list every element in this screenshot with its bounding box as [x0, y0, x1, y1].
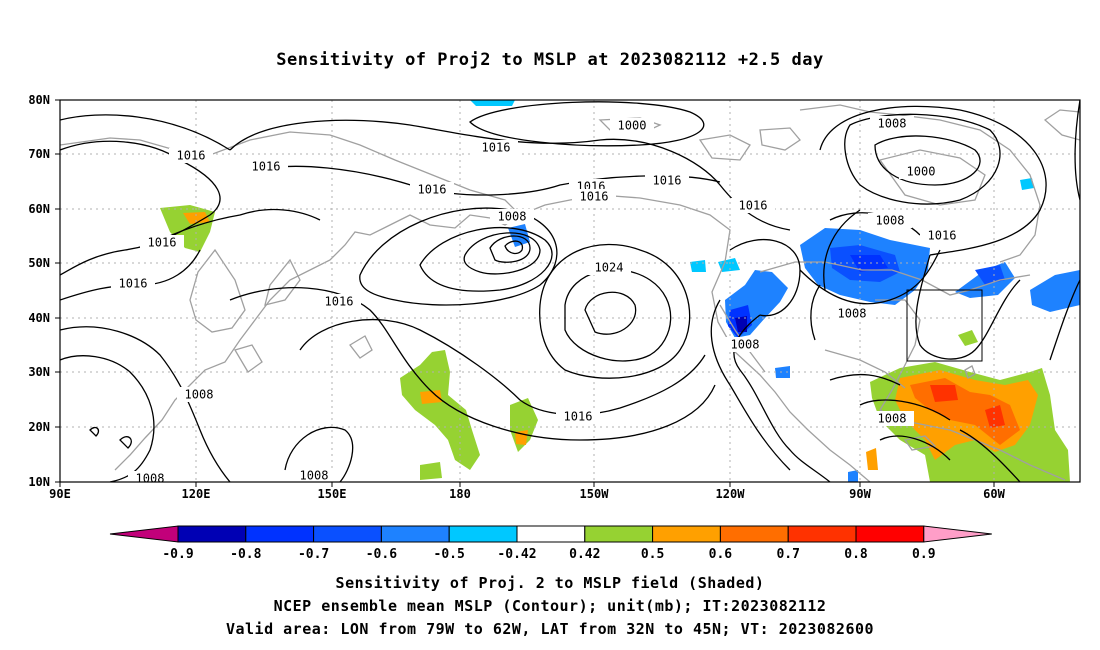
colorbar-box: [448, 525, 518, 543]
map-title: Sensitivity of Proj2 to MSLP at 20230821…: [276, 50, 824, 70]
lon-label: 180: [449, 487, 471, 501]
lat-label: 20N: [28, 420, 50, 434]
contour-label: 1008: [878, 412, 907, 426]
colorbar-max-arrow: [923, 525, 992, 543]
contour-label: 1008: [838, 307, 867, 321]
contour-label: 1016: [928, 229, 957, 243]
tick-marks: [55, 99, 995, 487]
lon-label: 90W: [849, 487, 871, 501]
colorbar-box: [719, 525, 789, 543]
colorbar-label: -0.6: [366, 547, 397, 562]
longitude-labels: 90E 120E 150E 180 150W 120W 90W 60W: [49, 487, 1005, 501]
lat-label: 30N: [28, 365, 50, 379]
colorbar-label: 0.6: [709, 547, 733, 562]
caption-contour: NCEP ensemble mean MSLP (Contour); unit(…: [273, 597, 827, 615]
colorbar-boxes: [109, 525, 992, 543]
lon-label: 60W: [983, 487, 1005, 501]
contour-label: 1016: [580, 190, 609, 204]
lat-label: 50N: [28, 256, 50, 270]
contour-label: 1008: [300, 469, 329, 483]
contour-label: 1008: [498, 210, 527, 224]
colorbar-box: [652, 525, 721, 543]
lon-label: 150W: [580, 487, 610, 501]
contour-label: 1008: [876, 214, 905, 228]
colorbar-label: -0.42: [497, 547, 536, 562]
colorbar-box: [516, 525, 586, 543]
latitude-labels: 80N 70N 60N 50N 40N 30N 20N 10N: [28, 93, 50, 489]
colorbar-label: 0.7: [776, 547, 799, 562]
contour-label: 1008: [878, 117, 907, 131]
colorbar-label: 0.42: [569, 547, 600, 562]
colorbar-box: [245, 525, 315, 543]
contour-label: 1008: [136, 472, 165, 486]
contour-label: 1008: [185, 388, 214, 402]
colorbar-min-arrow: [109, 525, 179, 543]
lat-label: 70N: [28, 147, 50, 161]
lat-label: 60N: [28, 202, 50, 216]
contour-label: 1016: [418, 183, 447, 197]
colorbar-box: [787, 525, 857, 543]
colorbar-box: [855, 525, 925, 543]
colorbar-box: [313, 525, 382, 543]
contour-label: 1008: [731, 338, 760, 352]
contour-label: 1016: [482, 141, 511, 155]
caption-valid-area: Valid area: LON from 79W to 62W, LAT fro…: [225, 620, 875, 638]
contour-label: 1000: [907, 165, 936, 179]
map-frame: [59, 99, 1081, 483]
contour-labels: 1000 1008 1016 1016 1016 1016 1016 1016 …: [111, 116, 964, 486]
lon-label: 90E: [49, 487, 71, 501]
colorbar-label: -0.7: [298, 547, 329, 562]
contour-label: 1000: [618, 119, 647, 133]
contour-label: 1016: [653, 174, 682, 188]
colorbar-label: -0.8: [230, 547, 261, 562]
contour-label: 1016: [148, 236, 177, 250]
colorbar-labels: -0.9 -0.8 -0.7 -0.6 -0.5 -0.42 0.42 0.5 0.6 0.7 0.…: [162, 547, 935, 562]
colorbar-box: [380, 525, 450, 543]
lon-label: 120W: [716, 487, 746, 501]
colorbar: -0.9 -0.8 -0.7 -0.6 -0.5 -0.42 0.42 0.5 0.6 0.7 0.…: [109, 525, 992, 562]
colorbar-label: 0.5: [641, 547, 664, 562]
lon-label: 150E: [318, 487, 347, 501]
contour-label: 1016: [564, 410, 593, 424]
contour-label: 1016: [119, 277, 148, 291]
mslp-contours: [60, 100, 1080, 482]
caption-shaded: Sensitivity of Proj. 2 to MSLP field (Sh…: [335, 574, 765, 592]
contour-label: 1016: [325, 295, 354, 309]
colorbar-box: [177, 525, 247, 543]
sensitivity-map: 1000 1008 1016 1016 1016 1016 1016 1016 …: [28, 93, 1081, 501]
colorbar-label: -0.5: [434, 547, 465, 562]
lon-label: 120E: [182, 487, 211, 501]
contour-label: 1024: [595, 261, 624, 275]
lat-label: 40N: [28, 311, 50, 325]
lat-label: 80N: [28, 93, 50, 107]
colorbar-label: 0.8: [844, 547, 868, 562]
colorbar-box: [584, 525, 654, 543]
valid-area-box: [906, 289, 983, 362]
lat-label: 10N: [28, 475, 50, 489]
contour-label: 1016: [739, 199, 768, 213]
colorbar-label: 0.9: [912, 547, 935, 562]
colorbar-label: -0.9: [162, 547, 193, 562]
contour-label: 1016: [252, 160, 281, 174]
contour-label: 1016: [177, 149, 206, 163]
